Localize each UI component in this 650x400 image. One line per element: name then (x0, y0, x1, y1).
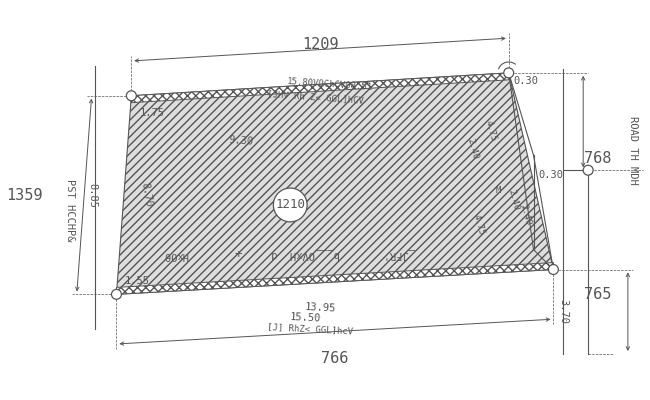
Polygon shape (116, 73, 553, 294)
Text: 0.30: 0.30 (538, 170, 564, 180)
Text: 768: 768 (584, 151, 612, 166)
Text: [JHV Rh Z< GGL]hCV: [JHV Rh Z< GGL]hCV (266, 89, 363, 104)
Text: [J] RhZ< GGL]hcV: [J] RhZ< GGL]hcV (267, 322, 354, 336)
Text: 1.75: 1.75 (139, 108, 164, 118)
Text: HxOθ: HxOθ (164, 250, 188, 260)
Polygon shape (131, 73, 509, 103)
Circle shape (549, 264, 558, 274)
Text: 15.80VOChCV08.51: 15.80VOChCV08.51 (287, 77, 373, 92)
Text: PST HCCHP&: PST HCCHP& (65, 179, 75, 241)
Text: 8.70: 8.70 (139, 182, 153, 208)
Text: M: M (496, 186, 501, 194)
Text: 1359: 1359 (6, 188, 42, 202)
Text: 766: 766 (321, 351, 348, 366)
Text: 1.55: 1.55 (124, 276, 150, 286)
Text: 4.75: 4.75 (472, 213, 486, 236)
Text: ROAD TH MDH: ROAD TH MDH (628, 116, 638, 185)
Text: 3.70: 3.70 (558, 299, 568, 324)
Text: 2.40: 2.40 (506, 188, 521, 212)
Circle shape (504, 68, 514, 78)
Circle shape (112, 289, 122, 299)
Circle shape (126, 91, 136, 101)
Text: 9.30: 9.30 (227, 134, 254, 146)
Polygon shape (116, 262, 553, 294)
Text: 15.50: 15.50 (289, 312, 321, 324)
Text: b___OVxH  d: b___OVxH d (271, 249, 339, 260)
Text: 1210: 1210 (275, 198, 306, 212)
Text: 8.85: 8.85 (88, 182, 97, 208)
Text: 4.75: 4.75 (484, 119, 498, 142)
Text: 2.40: 2.40 (519, 203, 533, 226)
Circle shape (583, 165, 593, 175)
Text: 13.95: 13.95 (304, 302, 336, 314)
Text: 1209: 1209 (302, 36, 338, 52)
Text: +: + (235, 248, 242, 261)
Circle shape (274, 188, 307, 222)
Text: 2.40: 2.40 (466, 137, 480, 160)
Text: 765: 765 (584, 287, 612, 302)
Text: 0.30: 0.30 (514, 76, 539, 86)
Text: _JFR': _JFR' (384, 249, 415, 260)
